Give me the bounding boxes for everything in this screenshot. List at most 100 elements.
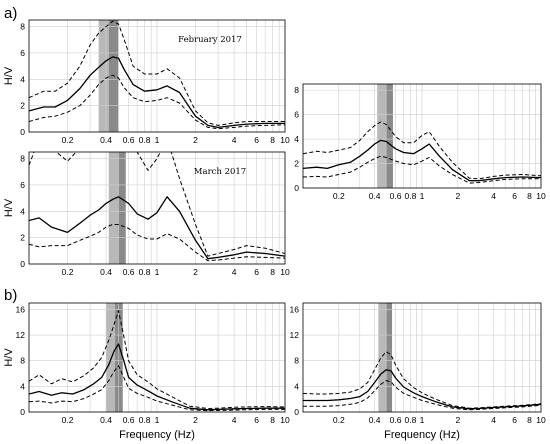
plot-frame bbox=[28, 19, 286, 133]
x-tick-label: 0.8 bbox=[405, 415, 417, 425]
y-tick-label: 0 bbox=[20, 407, 25, 417]
x-axis-label: Frequency (Hz) bbox=[384, 429, 460, 441]
chart-annotation: March 2017 bbox=[194, 167, 246, 177]
series-lower-line bbox=[303, 380, 541, 411]
x-tick-label: 4 bbox=[491, 415, 496, 425]
y-tick-label: 8 bbox=[20, 154, 25, 164]
frequency-band-2 bbox=[118, 152, 126, 264]
y-axis-label: H/V bbox=[3, 348, 15, 367]
y-tick-label: 4 bbox=[20, 206, 25, 216]
x-tick-label: 2 bbox=[193, 135, 198, 145]
chart-panel-2: 0 2 4 6 8 0.2 0.4 0.6 0.8 1 2 4 6 8 10 H/V March 2017 bbox=[3, 151, 290, 277]
x-tick-label: 0.6 bbox=[390, 191, 402, 201]
y-tick-label: 16 bbox=[16, 304, 26, 314]
x-tick-label: 10 bbox=[280, 267, 290, 277]
x-tick-label: 0.6 bbox=[123, 267, 135, 277]
series-mean-line bbox=[303, 139, 541, 182]
x-tick-label: 6 bbox=[254, 415, 259, 425]
x-tick-label: 0.8 bbox=[139, 135, 151, 145]
series-lower-line bbox=[29, 74, 285, 130]
y-tick-label: 0 bbox=[20, 259, 25, 269]
x-tick-label: 0.2 bbox=[62, 415, 74, 425]
x-tick-label: 0.4 bbox=[100, 267, 112, 277]
series-upper-line bbox=[29, 310, 285, 409]
x-tick-label: 2 bbox=[193, 267, 198, 277]
x-tick-label: 0.4 bbox=[369, 415, 381, 425]
series-mean-line bbox=[29, 196, 285, 260]
x-tick-label: 1 bbox=[420, 191, 425, 201]
y-tick-label: 4 bbox=[294, 134, 299, 144]
x-tick-label: 0.6 bbox=[123, 415, 135, 425]
y-axis-label: H/V bbox=[3, 66, 15, 85]
x-tick-label: 6 bbox=[512, 191, 517, 201]
x-tick-label: 4 bbox=[232, 267, 237, 277]
y-tick-label: 2 bbox=[20, 233, 25, 243]
series-mean-line bbox=[303, 369, 541, 410]
y-tick-label: 6 bbox=[20, 180, 25, 190]
frequency-band-1 bbox=[98, 20, 109, 132]
y-tick-label: 4 bbox=[294, 381, 299, 391]
x-tick-label: 10 bbox=[280, 415, 290, 425]
x-tick-label: 2 bbox=[193, 415, 198, 425]
y-tick-label: 0 bbox=[294, 407, 299, 417]
chart-annotation: February 2017 bbox=[178, 35, 242, 45]
x-tick-label: 2 bbox=[455, 191, 460, 201]
x-tick-label: 0.2 bbox=[333, 415, 345, 425]
y-tick-label: 16 bbox=[290, 304, 300, 314]
x-tick-label: 0.2 bbox=[333, 191, 345, 201]
x-tick-label: 8 bbox=[270, 135, 275, 145]
y-tick-label: 8 bbox=[294, 85, 299, 95]
y-tick-label: 2 bbox=[294, 159, 299, 169]
y-tick-label: 2 bbox=[20, 101, 25, 111]
frequency-band-2 bbox=[115, 303, 123, 412]
x-tick-label: 0.8 bbox=[405, 191, 417, 201]
x-tick-label: 6 bbox=[254, 135, 259, 145]
x-axis-label: Frequency (Hz) bbox=[119, 429, 195, 441]
series-lower-line bbox=[29, 365, 285, 412]
x-tick-label: 1 bbox=[155, 267, 160, 277]
x-tick-label: 1 bbox=[420, 415, 425, 425]
x-tick-label: 10 bbox=[536, 415, 546, 425]
series-lower-line bbox=[29, 224, 285, 262]
plot-frame bbox=[28, 302, 286, 413]
y-tick-label: 12 bbox=[290, 330, 300, 340]
y-tick-label: 4 bbox=[20, 381, 25, 391]
y-tick-label: 0 bbox=[20, 127, 25, 137]
x-tick-label: 8 bbox=[270, 267, 275, 277]
frequency-band-2 bbox=[386, 84, 393, 188]
frequency-band-1 bbox=[108, 152, 119, 264]
x-tick-label: 1 bbox=[155, 135, 160, 145]
chart-panel-1: 0 2 4 6 8 0.2 0.4 0.6 0.8 1 2 4 6 8 10 H/V February 2017 bbox=[3, 19, 290, 145]
y-tick-label: 8 bbox=[20, 22, 25, 32]
x-tick-label: 0.2 bbox=[62, 135, 74, 145]
x-tick-label: 0.8 bbox=[139, 267, 151, 277]
x-tick-label: 0.6 bbox=[123, 135, 135, 145]
x-tick-label: 1 bbox=[155, 415, 160, 425]
series-upper-line bbox=[303, 351, 541, 409]
x-tick-label: 8 bbox=[527, 191, 532, 201]
panel-label-b: b) bbox=[4, 287, 17, 304]
plot-frame bbox=[302, 83, 542, 189]
series-upper-line bbox=[303, 121, 541, 180]
y-tick-label: 6 bbox=[20, 48, 25, 58]
x-tick-label: 8 bbox=[270, 415, 275, 425]
x-tick-label: 0.8 bbox=[139, 415, 151, 425]
x-tick-label: 6 bbox=[512, 415, 517, 425]
y-tick-label: 0 bbox=[294, 183, 299, 193]
y-tick-label: 8 bbox=[294, 356, 299, 366]
x-tick-label: 0.2 bbox=[62, 267, 74, 277]
y-axis-label: H/V bbox=[3, 198, 15, 217]
x-tick-label: 4 bbox=[232, 415, 237, 425]
panel-label-a: a) bbox=[4, 5, 17, 22]
x-tick-label: 0.4 bbox=[100, 135, 112, 145]
y-tick-label: 4 bbox=[20, 74, 25, 84]
y-tick-label: 12 bbox=[16, 330, 26, 340]
x-tick-label: 8 bbox=[527, 415, 532, 425]
x-tick-label: 10 bbox=[280, 135, 290, 145]
x-tick-label: 0.4 bbox=[369, 191, 381, 201]
x-tick-label: 4 bbox=[232, 135, 237, 145]
y-tick-label: 8 bbox=[20, 356, 25, 366]
x-tick-label: 10 bbox=[536, 191, 546, 201]
